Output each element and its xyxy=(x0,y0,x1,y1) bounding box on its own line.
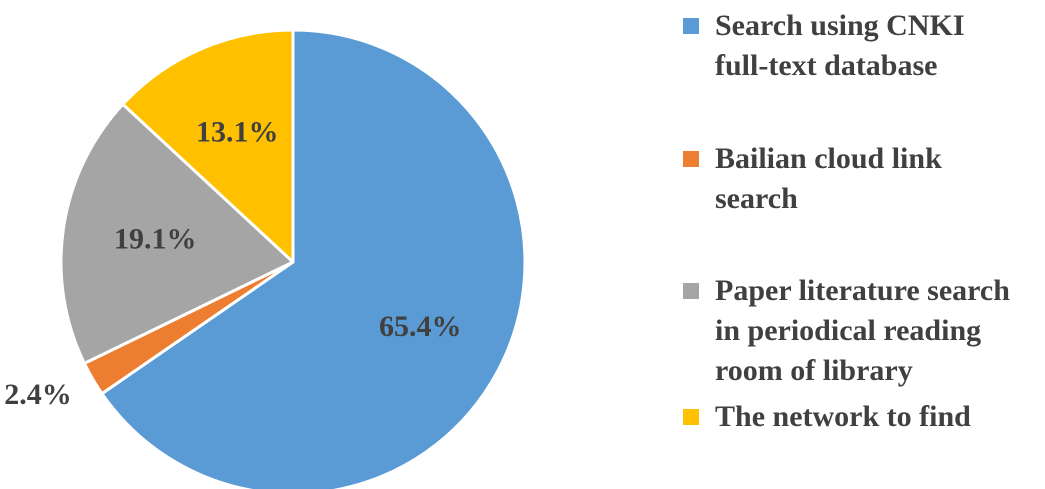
legend-label-bailian: Bailian cloud link search xyxy=(715,142,942,215)
legend-swatch-cnki xyxy=(683,18,699,34)
legend-item-paper-literature: Paper literature search in periodical re… xyxy=(683,271,1043,391)
pie-slice-network xyxy=(121,28,295,264)
pie-label-network: 13.1% xyxy=(196,115,279,148)
legend-item-cnki: Search using CNKI full-text database xyxy=(683,6,1043,86)
legend-label-cnki: Search using CNKI full-text database xyxy=(715,9,965,82)
legend-label-network: The network to find xyxy=(715,400,971,433)
pie-label-bailian: 2.4% xyxy=(4,378,72,411)
legend-item-bailian: Bailian cloud link search xyxy=(683,139,1043,219)
legend-swatch-bailian xyxy=(683,151,699,167)
pie-slice-cnki xyxy=(100,28,527,489)
pie-slices xyxy=(59,28,527,489)
pie-slice-paper-literature xyxy=(59,102,295,365)
pie-label-cnki: 65.4% xyxy=(379,310,462,343)
legend-swatch-network xyxy=(683,409,699,425)
legend-swatch-paper-literature xyxy=(683,283,699,299)
legend: Search using CNKI full-text database Bai… xyxy=(683,6,1043,466)
legend-label-paper-literature: Paper literature search in periodical re… xyxy=(715,274,1010,387)
pie-label-paper-literature: 19.1% xyxy=(114,222,197,255)
pie-labels: 65.4% 2.4% 19.1% 13.1% xyxy=(4,115,461,411)
legend-item-network: The network to find xyxy=(683,397,1043,437)
